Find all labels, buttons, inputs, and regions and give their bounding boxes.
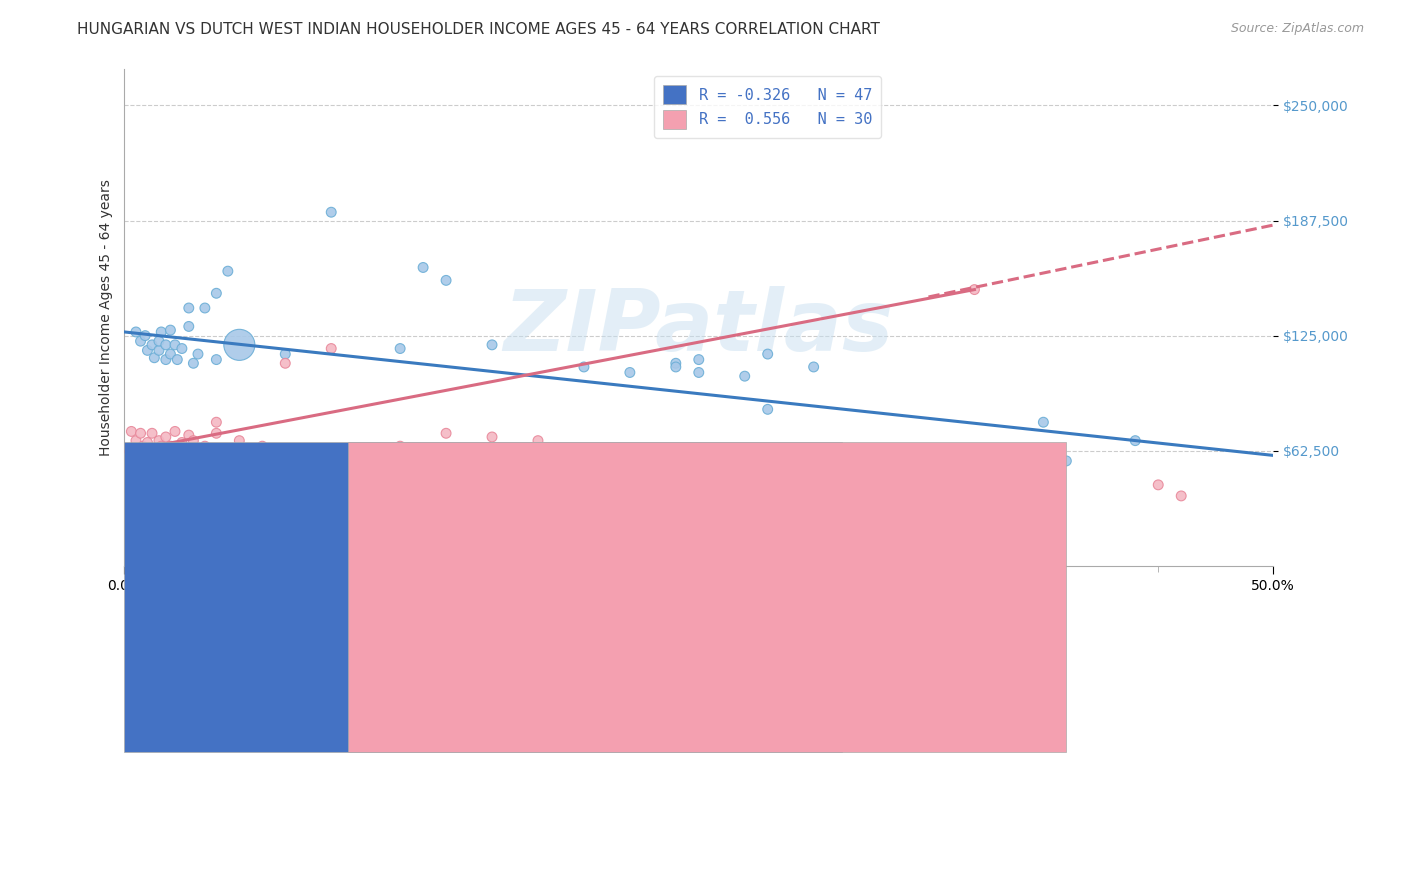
Point bbox=[274, 356, 297, 370]
Point bbox=[159, 439, 181, 453]
Point bbox=[803, 359, 825, 374]
Point bbox=[148, 334, 170, 348]
Point bbox=[412, 260, 434, 275]
Point bbox=[120, 425, 142, 439]
Point bbox=[228, 338, 250, 352]
Point bbox=[688, 352, 710, 367]
Text: ZIPatlas: ZIPatlas bbox=[503, 285, 894, 368]
Point bbox=[389, 439, 412, 453]
Point bbox=[177, 428, 200, 442]
Point bbox=[572, 359, 595, 374]
Point bbox=[205, 426, 228, 441]
Point bbox=[163, 338, 186, 352]
Point bbox=[136, 435, 159, 450]
Point bbox=[848, 449, 870, 463]
Point bbox=[434, 426, 457, 441]
Point bbox=[756, 347, 779, 361]
Point bbox=[132, 439, 155, 453]
Y-axis label: Householder Income Ages 45 - 64 years: Householder Income Ages 45 - 64 years bbox=[100, 178, 114, 456]
Point bbox=[481, 430, 503, 444]
Point bbox=[163, 425, 186, 439]
Point bbox=[458, 449, 481, 463]
Point bbox=[321, 205, 343, 219]
Point bbox=[150, 325, 173, 339]
Point bbox=[205, 286, 228, 301]
Point bbox=[217, 264, 239, 278]
Text: Source: ZipAtlas.com: Source: ZipAtlas.com bbox=[1230, 22, 1364, 36]
Point bbox=[527, 434, 550, 448]
Legend: R = -0.326   N = 47, R =  0.556   N = 30: R = -0.326 N = 47, R = 0.556 N = 30 bbox=[654, 76, 882, 138]
Point bbox=[183, 434, 205, 448]
Point bbox=[134, 328, 156, 343]
Point bbox=[252, 439, 274, 453]
Point bbox=[129, 334, 152, 348]
FancyBboxPatch shape bbox=[125, 442, 842, 753]
Point bbox=[155, 352, 177, 367]
Text: Dutch West Indians: Dutch West Indians bbox=[689, 596, 824, 610]
Point bbox=[187, 347, 209, 361]
Point bbox=[177, 319, 200, 334]
Point bbox=[1032, 415, 1054, 429]
Point bbox=[148, 343, 170, 358]
Point bbox=[170, 342, 193, 356]
Point bbox=[141, 426, 163, 441]
Point bbox=[756, 402, 779, 417]
Point bbox=[321, 342, 343, 356]
FancyBboxPatch shape bbox=[349, 442, 1066, 753]
Point bbox=[150, 439, 173, 453]
Point bbox=[389, 342, 412, 356]
Point bbox=[434, 273, 457, 287]
Point bbox=[734, 369, 756, 384]
Point bbox=[141, 338, 163, 352]
Point bbox=[129, 426, 152, 441]
Point bbox=[963, 283, 986, 297]
Point bbox=[228, 434, 250, 448]
Point bbox=[166, 352, 188, 367]
Point bbox=[159, 323, 181, 337]
Point bbox=[274, 347, 297, 361]
Point bbox=[205, 352, 228, 367]
Point bbox=[194, 301, 217, 315]
Point bbox=[183, 356, 205, 370]
Point bbox=[155, 338, 177, 352]
Text: Hungarians: Hungarians bbox=[486, 596, 567, 610]
Point bbox=[143, 351, 166, 365]
Point bbox=[688, 366, 710, 380]
Point bbox=[619, 366, 641, 380]
Point bbox=[125, 434, 148, 448]
Point bbox=[481, 338, 503, 352]
Point bbox=[194, 439, 217, 453]
Point bbox=[1147, 478, 1170, 492]
Point bbox=[665, 359, 688, 374]
Point bbox=[1170, 489, 1192, 503]
Point bbox=[1123, 434, 1146, 448]
Text: HUNGARIAN VS DUTCH WEST INDIAN HOUSEHOLDER INCOME AGES 45 - 64 YEARS CORRELATION: HUNGARIAN VS DUTCH WEST INDIAN HOUSEHOLD… bbox=[77, 22, 880, 37]
Point bbox=[136, 343, 159, 358]
Point bbox=[143, 444, 166, 458]
Point bbox=[170, 435, 193, 450]
Point bbox=[155, 430, 177, 444]
Point bbox=[205, 415, 228, 429]
Point bbox=[1054, 454, 1077, 468]
Point bbox=[665, 356, 688, 370]
Point bbox=[125, 325, 148, 339]
Point bbox=[148, 434, 170, 448]
Point bbox=[941, 449, 963, 463]
Point bbox=[917, 454, 939, 468]
Point bbox=[177, 301, 200, 315]
Point bbox=[159, 347, 181, 361]
